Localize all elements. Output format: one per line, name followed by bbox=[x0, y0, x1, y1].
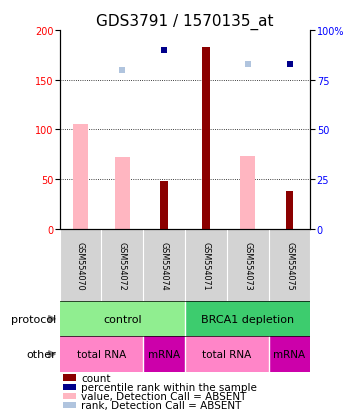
Text: value, Detection Call = ABSENT: value, Detection Call = ABSENT bbox=[81, 391, 247, 401]
Text: BRCA1 depletion: BRCA1 depletion bbox=[201, 314, 294, 324]
Text: percentile rank within the sample: percentile rank within the sample bbox=[81, 382, 257, 392]
Text: total RNA: total RNA bbox=[77, 349, 126, 359]
Title: GDS3791 / 1570135_at: GDS3791 / 1570135_at bbox=[96, 14, 274, 30]
Text: GSM554074: GSM554074 bbox=[160, 241, 169, 290]
Text: rank, Detection Call = ABSENT: rank, Detection Call = ABSENT bbox=[81, 400, 242, 410]
Bar bbox=[269, 229, 310, 301]
Text: mRNA: mRNA bbox=[274, 349, 306, 359]
Bar bbox=[185, 229, 227, 301]
Bar bbox=[269, 337, 310, 372]
Bar bbox=[185, 301, 310, 337]
Bar bbox=[73, 125, 88, 229]
Text: GSM554071: GSM554071 bbox=[201, 241, 210, 290]
Text: mRNA: mRNA bbox=[148, 349, 180, 359]
Text: control: control bbox=[103, 314, 142, 324]
Text: total RNA: total RNA bbox=[202, 349, 252, 359]
Text: GSM554073: GSM554073 bbox=[243, 241, 252, 290]
Text: count: count bbox=[81, 373, 111, 383]
Bar bbox=[60, 229, 101, 301]
Bar bbox=[227, 229, 269, 301]
Bar bbox=[60, 337, 143, 372]
Bar bbox=[185, 337, 269, 372]
Text: other: other bbox=[26, 349, 56, 359]
Bar bbox=[286, 192, 293, 229]
Bar bbox=[143, 337, 185, 372]
Text: protocol: protocol bbox=[11, 314, 56, 324]
Bar bbox=[240, 157, 255, 229]
Bar bbox=[202, 48, 210, 229]
Text: GSM554070: GSM554070 bbox=[76, 241, 85, 290]
Bar bbox=[160, 182, 168, 229]
Bar bbox=[101, 229, 143, 301]
Text: GSM554072: GSM554072 bbox=[118, 241, 127, 290]
Bar bbox=[115, 158, 130, 229]
Bar bbox=[60, 301, 185, 337]
Bar bbox=[143, 229, 185, 301]
Text: GSM554075: GSM554075 bbox=[285, 241, 294, 290]
